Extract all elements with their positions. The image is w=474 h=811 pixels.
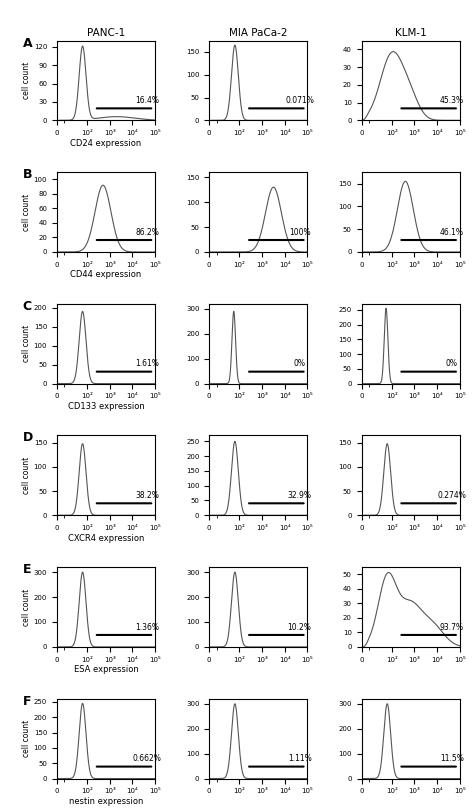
X-axis label: nestin expression: nestin expression <box>69 797 143 806</box>
Text: E: E <box>22 563 31 576</box>
Title: PANC-1: PANC-1 <box>87 28 125 38</box>
Text: 11.5%: 11.5% <box>440 754 464 763</box>
Text: 45.3%: 45.3% <box>440 97 464 105</box>
Text: 1.11%: 1.11% <box>288 754 311 763</box>
Text: 16.4%: 16.4% <box>135 97 159 105</box>
Text: A: A <box>22 36 32 49</box>
Text: 1.36%: 1.36% <box>135 623 159 632</box>
Y-axis label: cell count: cell count <box>22 720 31 757</box>
Text: F: F <box>22 695 31 708</box>
Text: 32.9%: 32.9% <box>288 491 311 500</box>
Y-axis label: cell count: cell count <box>22 457 31 494</box>
X-axis label: CXCR4 expression: CXCR4 expression <box>68 534 144 543</box>
Text: 93.7%: 93.7% <box>440 623 464 632</box>
Text: 0.071%: 0.071% <box>285 97 314 105</box>
Y-axis label: cell count: cell count <box>22 325 31 363</box>
Title: MIA PaCa-2: MIA PaCa-2 <box>229 28 288 38</box>
Text: 10.2%: 10.2% <box>288 623 311 632</box>
Text: 86.2%: 86.2% <box>136 228 159 237</box>
X-axis label: CD133 expression: CD133 expression <box>68 402 145 411</box>
Y-axis label: cell count: cell count <box>22 62 31 99</box>
Text: 46.1%: 46.1% <box>440 228 464 237</box>
Text: C: C <box>22 300 32 313</box>
Text: 100%: 100% <box>289 228 310 237</box>
X-axis label: ESA expression: ESA expression <box>73 665 138 675</box>
Text: D: D <box>22 431 33 444</box>
Text: 0%: 0% <box>446 359 458 368</box>
Text: 0%: 0% <box>293 359 306 368</box>
Y-axis label: cell count: cell count <box>22 194 31 230</box>
Text: 38.2%: 38.2% <box>136 491 159 500</box>
Text: 0.274%: 0.274% <box>438 491 466 500</box>
X-axis label: CD44 expression: CD44 expression <box>71 271 142 280</box>
Text: 1.61%: 1.61% <box>136 359 159 368</box>
Text: 0.662%: 0.662% <box>133 754 162 763</box>
Y-axis label: cell count: cell count <box>22 589 31 625</box>
Text: B: B <box>22 168 32 181</box>
Title: KLM-1: KLM-1 <box>395 28 427 38</box>
X-axis label: CD24 expression: CD24 expression <box>71 139 142 148</box>
